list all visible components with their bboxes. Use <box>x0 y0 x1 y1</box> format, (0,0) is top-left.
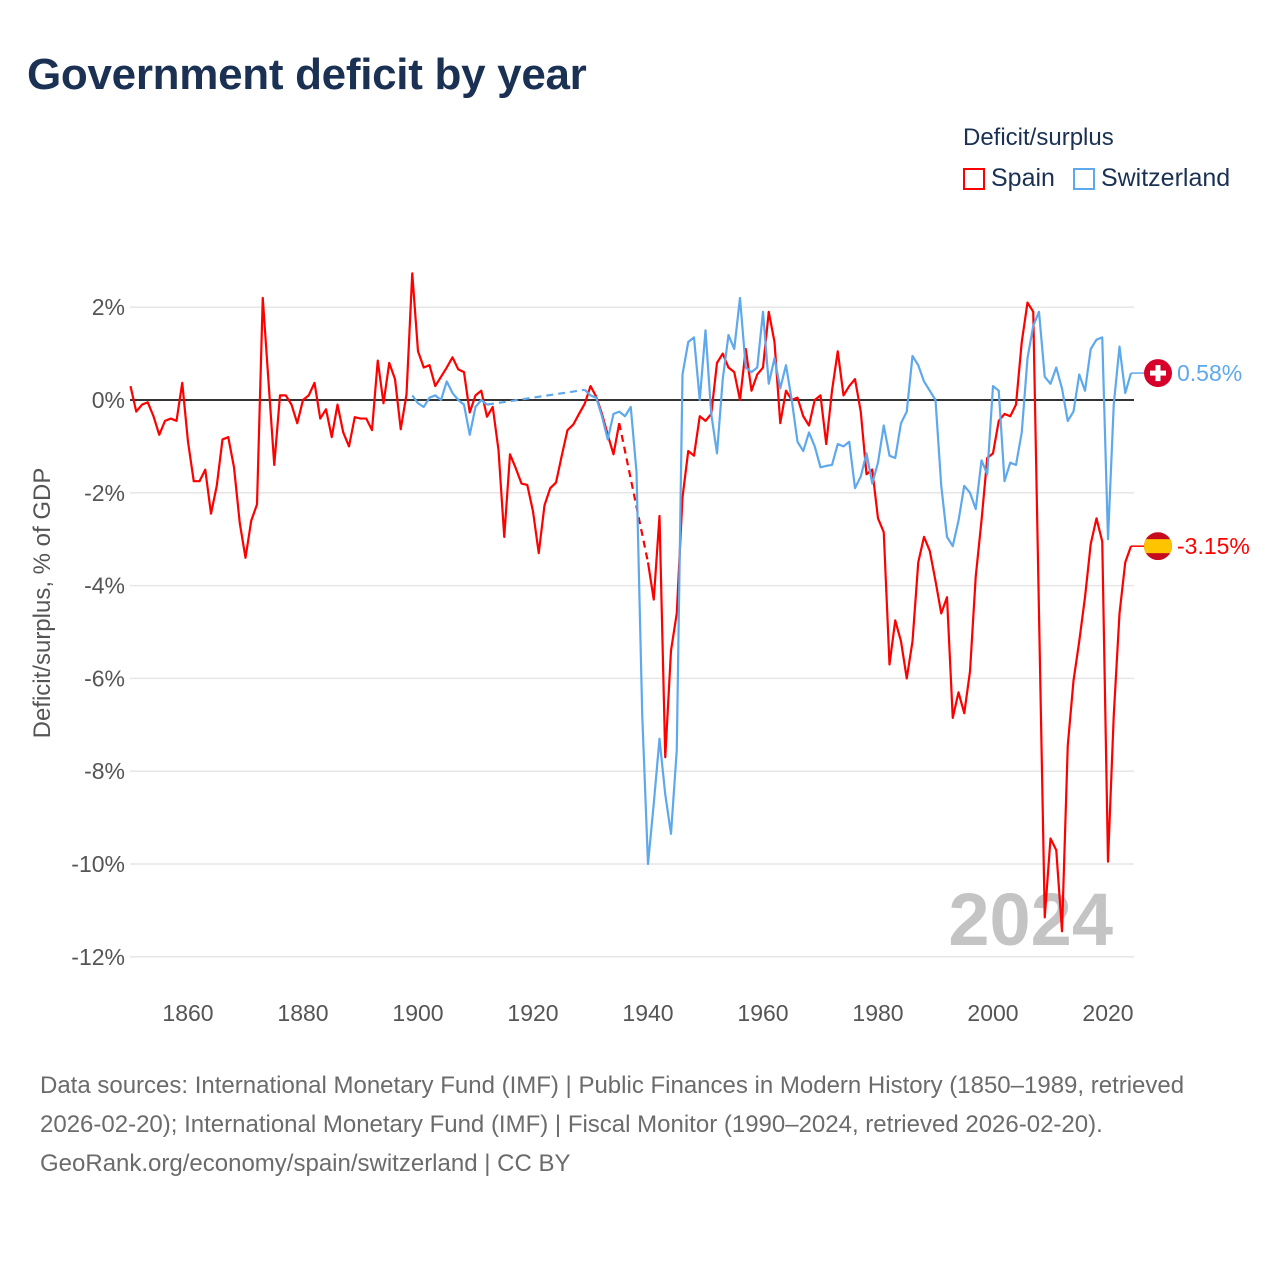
x-tick-label: 1960 <box>737 1000 788 1026</box>
gridlines <box>130 306 1134 958</box>
legend-item-spain[interactable]: Spain <box>963 164 1055 193</box>
y-tick-label: -4% <box>84 573 125 599</box>
legend-swatch-switzerland <box>1072 167 1095 190</box>
legend-item-switzerland[interactable]: Switzerland <box>1072 164 1231 193</box>
legend: Deficit/surplus Spain Switzerland <box>963 124 1230 193</box>
spain-end-label: -3.15% <box>1177 533 1250 559</box>
source-link[interactable]: GeoRank.org/economy/spain/switzerland | … <box>40 1150 571 1177</box>
x-axis-ticks: 1860 1880 1900 1920 1940 1960 1980 2000 2020 <box>162 1000 1133 1026</box>
footer: Data sources: International Monetary Fun… <box>40 1066 1240 1183</box>
x-tick-label: 1920 <box>507 1000 558 1026</box>
x-tick-label: 1980 <box>852 1000 903 1026</box>
y-axis-label: Deficit/surplus, % of GDP <box>29 468 56 739</box>
y-tick-label: 0% <box>92 387 125 413</box>
x-tick-label: 1900 <box>392 1000 443 1026</box>
switzerland-flag-icon <box>1144 359 1172 388</box>
series-lines <box>129 272 1133 933</box>
switzerland-line <box>411 380 488 436</box>
y-tick-label: -12% <box>71 944 125 970</box>
watermark-year: 2024 <box>948 878 1113 961</box>
y-tick-label: -2% <box>84 480 125 506</box>
spain-flag-icon <box>1144 532 1172 561</box>
y-tick-label: 2% <box>92 294 125 320</box>
y-tick-label: -8% <box>84 758 125 784</box>
x-tick-label: 1880 <box>277 1000 328 1026</box>
x-tick-label: 1860 <box>162 1000 213 1026</box>
spain-line <box>129 272 621 559</box>
page-title: Government deficit by year <box>27 50 587 99</box>
switzerland-line <box>583 296 1133 866</box>
x-tick-label: 2000 <box>967 1000 1018 1026</box>
legend-label-switzerland: Switzerland <box>1100 164 1231 192</box>
legend-title: Deficit/surplus <box>963 124 1114 151</box>
x-tick-label: 2020 <box>1082 1000 1133 1026</box>
y-tick-label: -6% <box>84 665 125 691</box>
data-sources: Data sources: International Monetary Fun… <box>40 1072 1185 1138</box>
x-tick-label: 1940 <box>622 1000 673 1026</box>
legend-label-spain: Spain <box>991 164 1055 192</box>
switzerland-end-label: 0.58% <box>1177 360 1242 386</box>
switzerland-gap-line <box>486 388 585 406</box>
y-axis-ticks: 2% 0% -2% -4% -6% -8% -10% -12% <box>71 294 125 970</box>
legend-swatch-spain <box>963 167 985 190</box>
spain-line <box>646 301 1133 933</box>
end-labels: -3.15% 0.58% <box>1131 359 1250 561</box>
y-tick-label: -10% <box>71 851 125 877</box>
